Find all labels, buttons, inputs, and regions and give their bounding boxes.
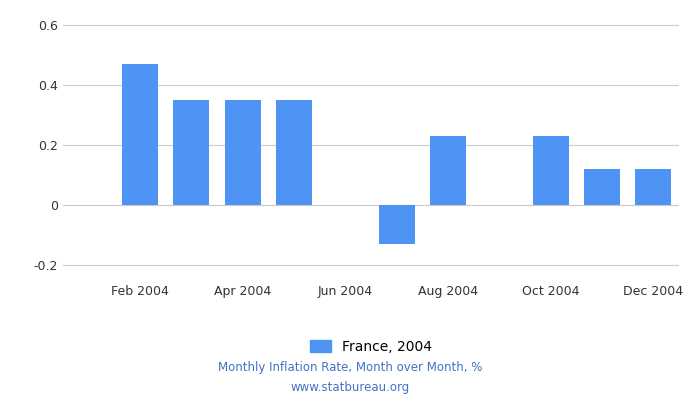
Text: www.statbureau.org: www.statbureau.org xyxy=(290,382,410,394)
Bar xyxy=(174,100,209,205)
Legend: France, 2004: France, 2004 xyxy=(304,334,438,360)
Bar xyxy=(122,64,158,205)
Bar xyxy=(430,136,466,205)
Bar xyxy=(584,169,620,205)
Bar xyxy=(636,169,671,205)
Bar xyxy=(225,100,260,205)
Bar xyxy=(533,136,568,205)
Bar xyxy=(379,205,414,244)
Bar xyxy=(276,100,312,205)
Text: Monthly Inflation Rate, Month over Month, %: Monthly Inflation Rate, Month over Month… xyxy=(218,362,482,374)
